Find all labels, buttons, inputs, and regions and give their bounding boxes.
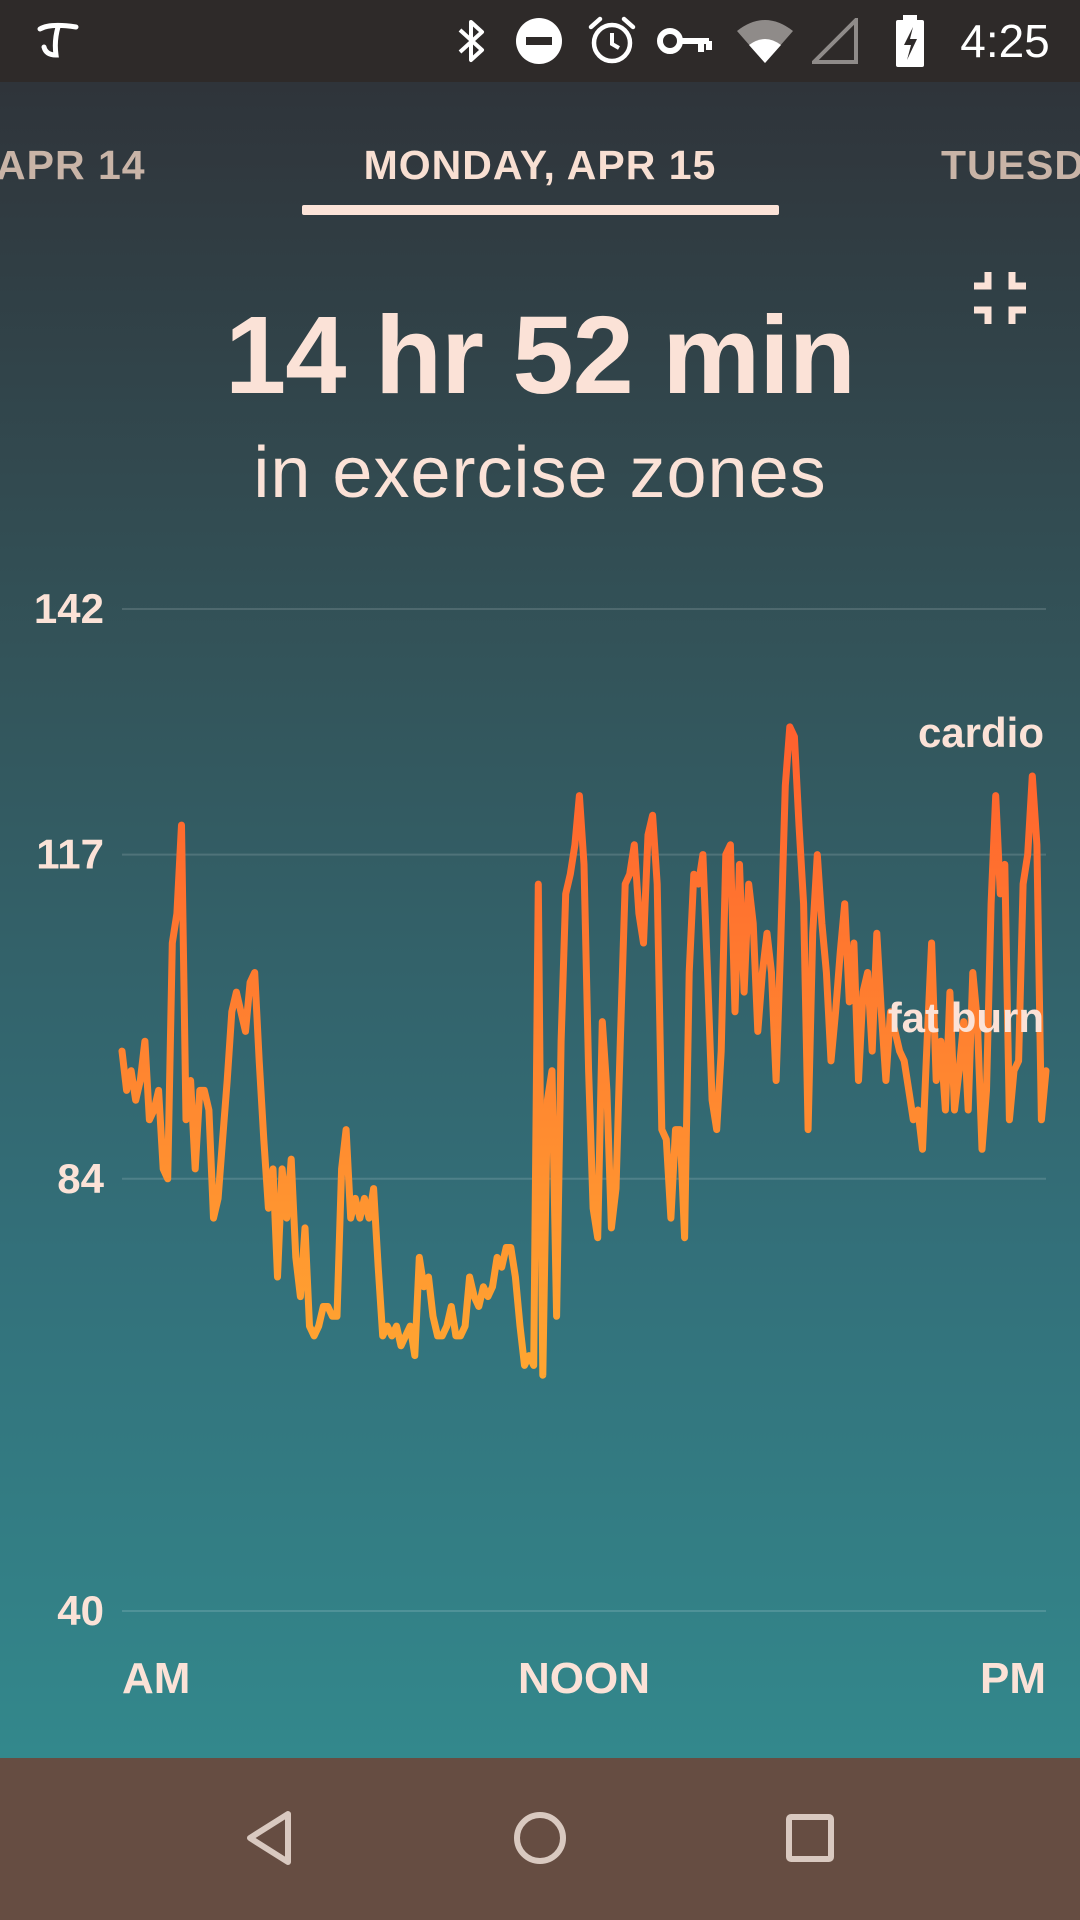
x-axis-label: PM xyxy=(980,1654,1046,1703)
navigation-bar xyxy=(0,1758,1080,1920)
collapse-icon[interactable] xyxy=(970,268,1030,328)
recents-icon[interactable] xyxy=(770,1798,850,1878)
tab-current-day[interactable]: MONDAY, APR 15 xyxy=(363,142,717,188)
exercise-duration: 14 hr 52 min xyxy=(225,294,856,417)
y-tick-label: 84 xyxy=(57,1155,104,1202)
y-tick-label: 142 xyxy=(34,585,104,632)
wifi-icon xyxy=(734,0,796,82)
battery-charging-icon xyxy=(890,0,930,82)
tab-next-day[interactable]: TUESD xyxy=(941,142,1080,188)
exercise-caption: in exercise zones xyxy=(253,433,827,513)
x-axis-label: AM xyxy=(122,1654,190,1703)
zone-label: fat burn xyxy=(888,994,1044,1041)
clock-time: 4:25 xyxy=(960,15,1050,67)
vpn-key-icon xyxy=(657,0,713,82)
x-axis-label: NOON xyxy=(518,1654,650,1703)
cellular-signal-icon xyxy=(810,0,860,82)
exercise-zones-screen: APR 14 MONDAY, APR 15 TUESD 14 hr 52 min… xyxy=(0,82,1080,1758)
status-bar: 4:25 xyxy=(0,0,1080,82)
y-tick-label: 40 xyxy=(57,1587,104,1634)
bluetooth-icon xyxy=(450,0,494,82)
do-not-disturb-icon xyxy=(513,0,565,82)
heart-rate-line xyxy=(118,723,1050,1379)
zone-label: cardio xyxy=(918,709,1044,756)
y-tick-label: 117 xyxy=(36,831,104,878)
home-icon[interactable] xyxy=(500,1798,580,1878)
app-logo-icon xyxy=(34,0,84,82)
heart-rate-chart[interactable]: 142 117 84 40 AM NOON PM cardio fat burn xyxy=(0,82,1080,1758)
tab-indicator xyxy=(302,205,779,215)
tab-previous-day[interactable]: APR 14 xyxy=(0,142,146,188)
back-icon[interactable] xyxy=(230,1798,310,1878)
alarm-icon xyxy=(584,0,640,82)
